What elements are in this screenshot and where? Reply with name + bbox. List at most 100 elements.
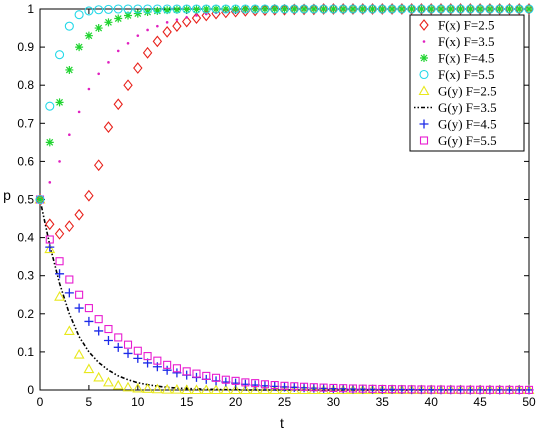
- legend-label: G(y) F=4.5: [438, 117, 497, 132]
- data-point: [97, 72, 100, 76]
- data-point: [279, 3, 290, 16]
- data-point: [113, 98, 123, 111]
- data-point: [220, 384, 232, 395]
- data-point: [417, 5, 426, 13]
- y-tick-label: 0.5: [17, 193, 34, 207]
- data-point: [123, 340, 133, 349]
- data-point: [348, 5, 357, 13]
- data-point: [368, 5, 377, 13]
- data-point: [378, 5, 387, 13]
- data-point: [319, 5, 328, 13]
- data-point: [290, 5, 299, 13]
- data-point: [231, 5, 240, 13]
- data-point: [192, 369, 201, 378]
- x-tick-label: 25: [278, 395, 292, 409]
- data-point: [436, 385, 446, 394]
- data-point: [153, 356, 162, 365]
- data-point: [58, 160, 61, 163]
- legend-box: [409, 14, 525, 152]
- data-point: [367, 4, 378, 14]
- legend-swatch: [422, 40, 426, 43]
- data-point: [505, 385, 514, 394]
- data-point: [114, 333, 123, 342]
- data-point: [152, 4, 162, 14]
- data-point: [133, 353, 143, 363]
- x-tick-label: 50: [522, 395, 536, 409]
- data-point: [270, 380, 279, 390]
- data-point: [250, 4, 260, 14]
- data-point: [64, 220, 75, 233]
- legend-label: F(x) F=4.5: [438, 51, 494, 66]
- y-axis-title: p: [3, 187, 11, 203]
- y-tick-label: 0.1: [17, 345, 34, 359]
- y-tick-label: 0: [27, 383, 34, 397]
- data-point: [64, 21, 74, 31]
- data-point: [456, 385, 465, 394]
- data-point: [45, 218, 55, 231]
- data-point: [397, 385, 406, 394]
- legend: F(x) F=2.5F(x) F=3.5 F(x) F=4.5F(x) F=5.5…: [409, 14, 525, 152]
- data-point: [259, 384, 271, 395]
- data-point: [93, 159, 104, 172]
- data-point: [200, 384, 212, 395]
- data-point: [524, 3, 534, 15]
- data-point: [455, 4, 466, 14]
- data-point: [35, 194, 45, 205]
- data-point: [94, 24, 103, 33]
- data-point: [45, 235, 54, 244]
- data-point: [338, 4, 348, 14]
- legend-swatch: [419, 69, 429, 80]
- data-point: [54, 291, 66, 301]
- data-point: [504, 3, 515, 15]
- data-point: [249, 384, 261, 395]
- data-point: [230, 5, 241, 18]
- data-point: [65, 275, 74, 284]
- x-tick-label: 0: [37, 395, 44, 409]
- data-point: [211, 373, 221, 382]
- data-point: [387, 4, 397, 14]
- data-point: [211, 4, 221, 14]
- data-point: [397, 5, 406, 13]
- data-point: [171, 383, 183, 394]
- data-point: [387, 3, 397, 15]
- data-point: [94, 315, 103, 324]
- data-point: [475, 4, 485, 14]
- data-point: [427, 385, 436, 394]
- data-point: [221, 375, 230, 384]
- data-point: [318, 3, 329, 15]
- data-point: [161, 383, 173, 394]
- data-point: [309, 5, 318, 13]
- data-point: [231, 4, 241, 14]
- data-point: [45, 101, 55, 111]
- data-point: [239, 384, 251, 395]
- data-point: [77, 110, 81, 114]
- y-tick-label: 0.6: [17, 154, 34, 168]
- data-point: [397, 4, 407, 14]
- data-point: [55, 269, 65, 279]
- data-point: [426, 4, 436, 14]
- data-point: [436, 3, 446, 15]
- legend-swatch: [419, 119, 429, 129]
- data-point: [300, 5, 309, 13]
- series-7: [35, 195, 534, 394]
- data-point: [309, 4, 319, 14]
- data-point: [93, 371, 105, 382]
- data-point: [240, 4, 250, 14]
- data-point: [328, 3, 339, 15]
- data-point: [123, 4, 133, 14]
- data-point: [495, 5, 504, 13]
- data-point: [83, 363, 95, 374]
- data-point: [123, 348, 133, 358]
- data-point: [241, 5, 250, 13]
- data-point: [104, 324, 113, 334]
- data-point: [74, 10, 84, 20]
- data-point: [84, 304, 93, 313]
- data-point: [191, 4, 202, 14]
- data-point: [143, 4, 153, 14]
- data-point: [337, 384, 349, 395]
- data-point: [163, 6, 172, 15]
- data-point: [152, 35, 163, 48]
- data-point: [172, 368, 182, 378]
- data-point: [133, 346, 142, 355]
